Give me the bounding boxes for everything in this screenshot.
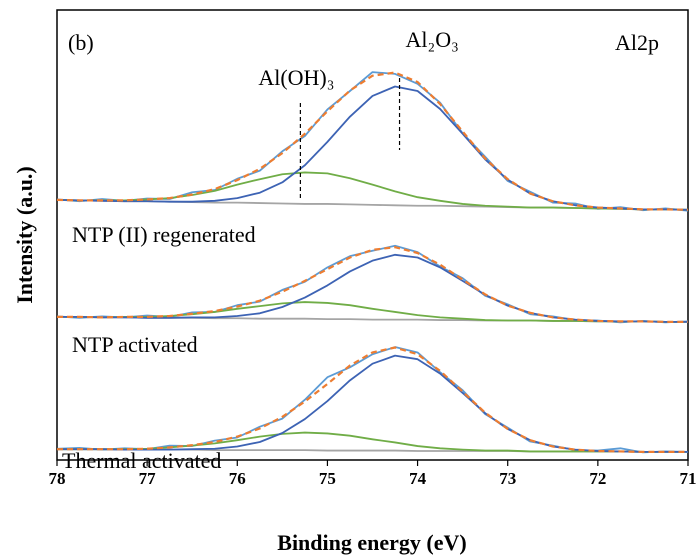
panel-label: NTP (II) regenerated [72, 222, 256, 247]
x-tick-label: 72 [589, 469, 606, 488]
x-tick-label: 78 [49, 469, 66, 488]
x-tick-label: 75 [319, 469, 336, 488]
spectrum-line [56, 71, 689, 212]
spectrum-line [57, 253, 688, 323]
spectrum-line [56, 244, 689, 324]
x-tick-label: 77 [139, 469, 157, 488]
plot-frame [56, 9, 689, 461]
spectrum-line [57, 346, 688, 453]
panel-tag: (b) [68, 30, 94, 55]
spectrum-line [57, 246, 688, 323]
x-tick-label: 74 [409, 469, 427, 488]
x-tick-label: 71 [680, 469, 697, 488]
panel-label: Thermal activated [62, 448, 221, 473]
peak-label: Al(OH)₃ [258, 65, 334, 90]
x-tick-label: 73 [499, 469, 516, 488]
spectrum-line [56, 71, 689, 211]
x-axis-title: Binding energy (eV) [277, 530, 466, 555]
spectrum-line [56, 85, 689, 211]
panel-label: NTP activated [72, 332, 198, 357]
x-tick-label: 76 [229, 469, 246, 488]
peak-label: Al₂O₃ [406, 27, 459, 52]
y-axis-title: Intensity (a.u.) [12, 166, 37, 304]
core-level: Al2p [615, 30, 659, 55]
spectrum-line [57, 354, 688, 453]
